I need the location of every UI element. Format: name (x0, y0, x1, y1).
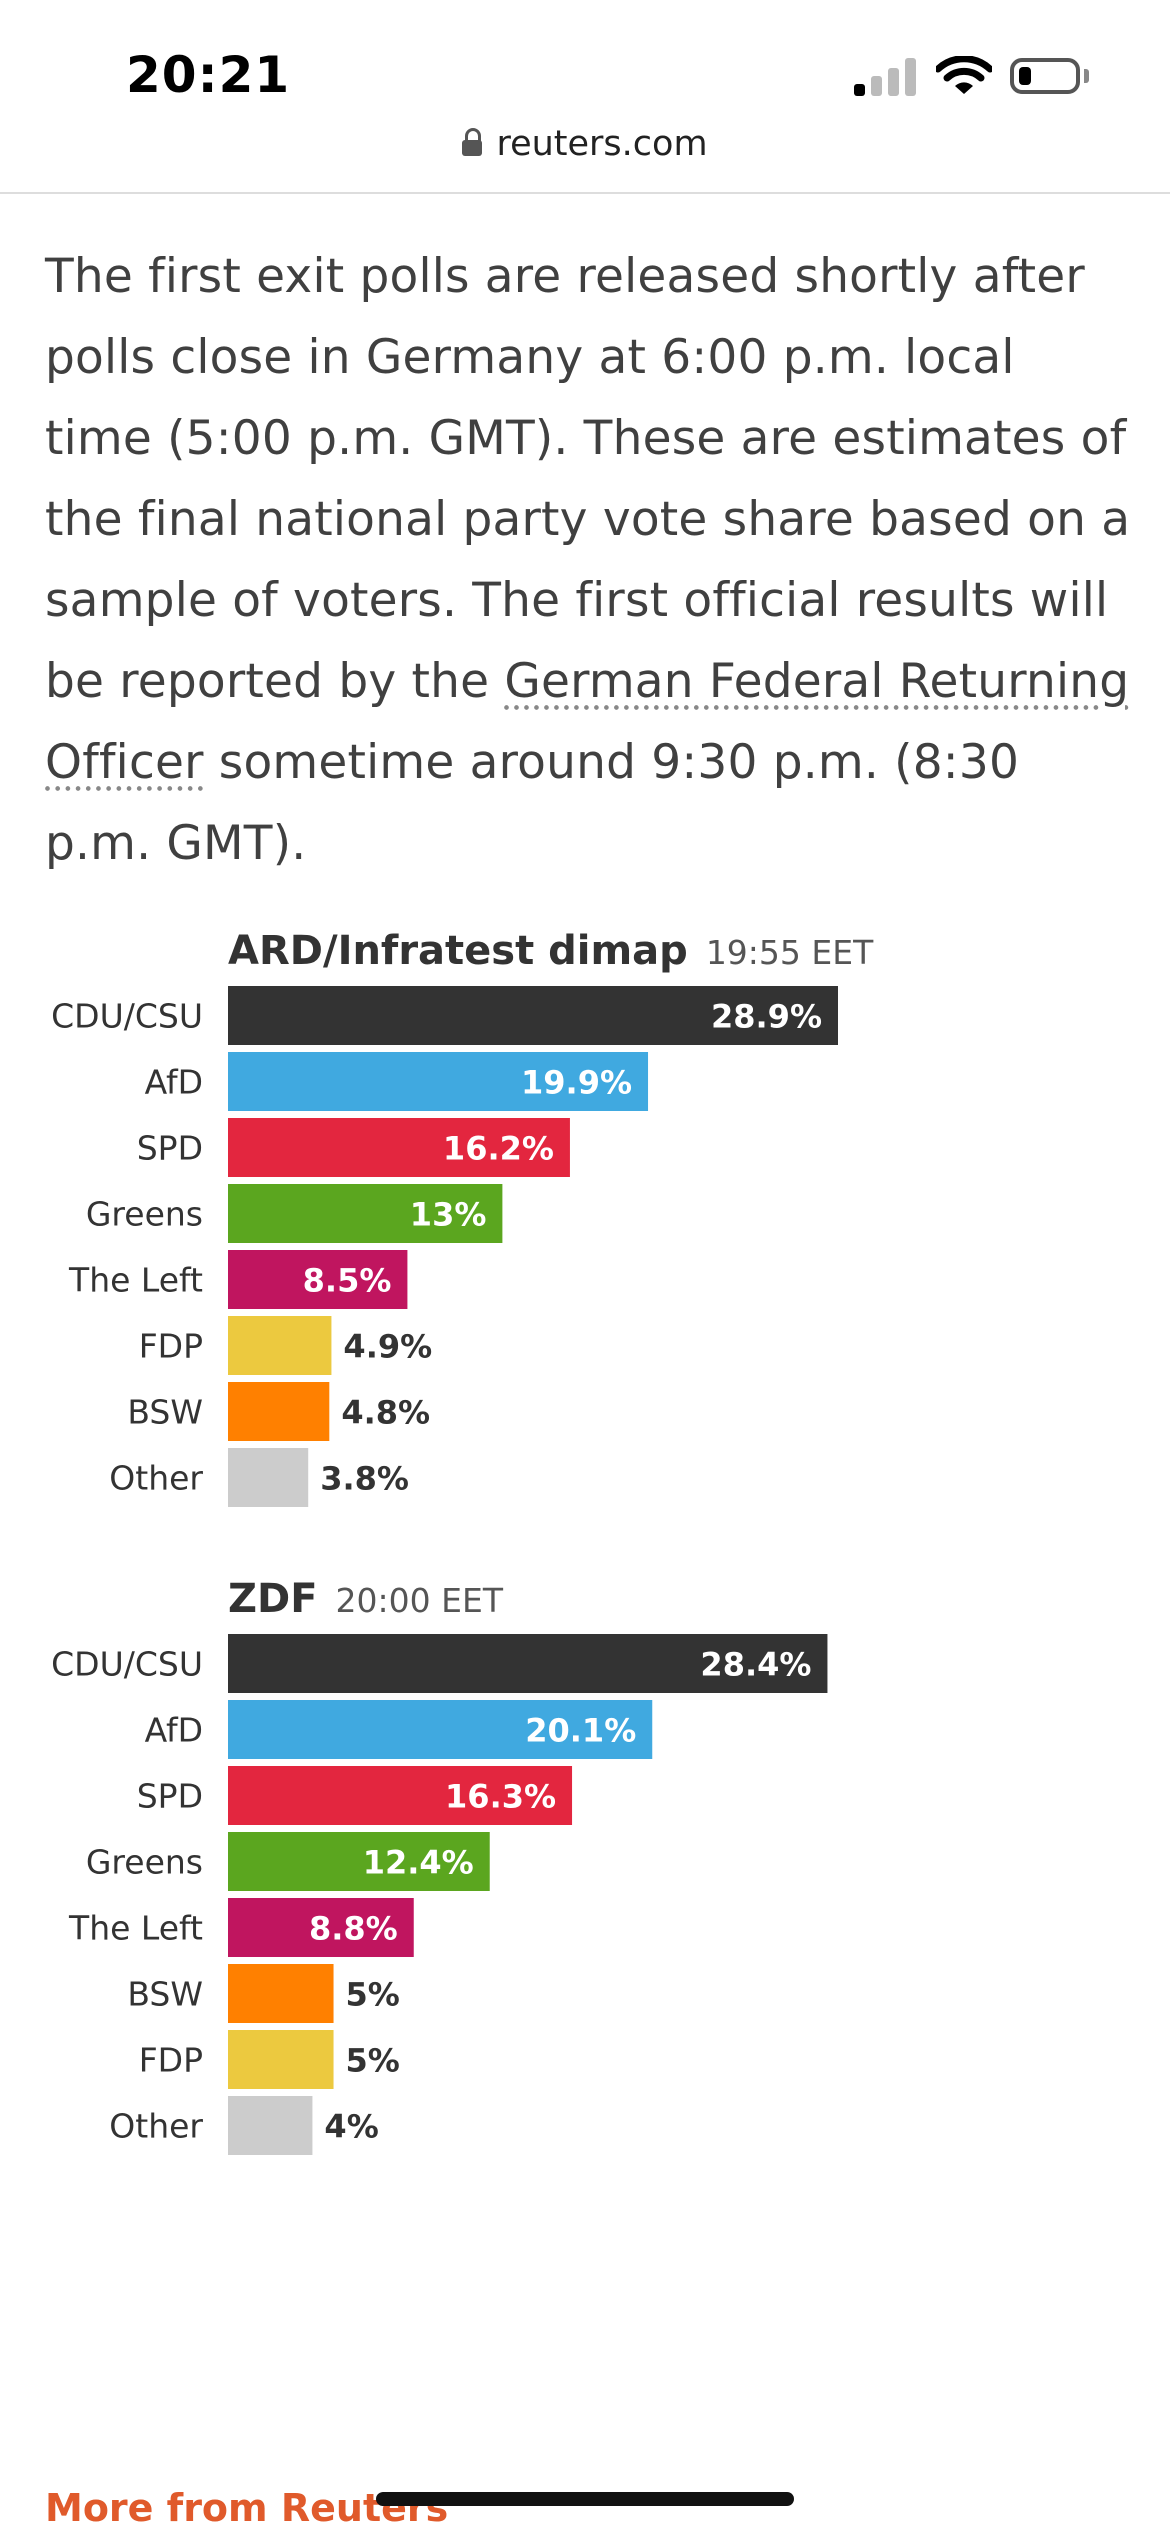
bar (228, 1898, 414, 1957)
value-label: 4% (324, 2108, 378, 2146)
value-label: 12.4% (363, 1844, 474, 1882)
chart-title: ARD/Infratest dimap (228, 928, 688, 974)
bar (228, 1766, 573, 1825)
category-label: AfD (145, 1711, 203, 1750)
bar (228, 2096, 313, 2155)
bar (228, 1832, 490, 1891)
category-label: SPD (137, 1777, 203, 1816)
cellular-signal-icon (854, 58, 916, 96)
wifi-icon (936, 56, 992, 94)
category-label: BSW (127, 1393, 203, 1432)
category-label: Other (109, 2107, 203, 2146)
intro-text-end: sometime around 9:30 p.m. (8:30 p.m. GMT… (45, 735, 1020, 871)
lock-icon (462, 128, 483, 156)
bar (228, 1052, 649, 1111)
category-label: FDP (139, 1327, 203, 1366)
url-text: reuters.com (496, 124, 708, 164)
chart-svg: ZDF 20:00 EET CDU/CSU 28.4% AfD 20.1% SPD 16.3%… (51, 1576, 828, 2155)
category-label: AfD (145, 1063, 203, 1102)
divider (0, 192, 1170, 194)
chart-svg: ARD/Infratest dimap 19:55 EET CDU/CSU 28.9%… (51, 928, 874, 1507)
bar (228, 1316, 332, 1375)
exit-poll-chart-ard: ARD/Infratest dimap 19:55 EET CDU/CSU 28.9%… (0, 920, 1170, 1520)
value-label: 16.2% (443, 1130, 554, 1168)
value-label: 5% (346, 2042, 400, 2080)
category-label: Greens (86, 1195, 203, 1234)
value-label: 3.8% (320, 1460, 409, 1498)
value-label: 13% (410, 1196, 487, 1234)
value-label: 28.4% (700, 1646, 811, 1684)
bar (228, 1634, 828, 1693)
battery-cap (1084, 69, 1089, 83)
category-label: CDU/CSU (51, 997, 203, 1036)
clock: 20:21 (126, 46, 291, 104)
bar (228, 986, 838, 1045)
value-label: 4.8% (341, 1394, 430, 1432)
value-label: 8.8% (309, 1910, 398, 1948)
value-label: 28.9% (711, 998, 822, 1036)
value-label: 4.9% (343, 1328, 432, 1366)
intro-text: The first exit polls are released shortl… (45, 249, 1131, 709)
bar (228, 1250, 408, 1309)
bar (228, 2030, 334, 2089)
category-label: Other (109, 1459, 203, 1498)
value-label: 20.1% (525, 1712, 636, 1750)
status-bar: 20:21 reuters.com (0, 0, 1170, 164)
category-label: SPD (137, 1129, 203, 1168)
category-label: BSW (127, 1975, 203, 2014)
returning-officer-link[interactable]: German Federal Returning Officer (45, 654, 1130, 790)
category-label: FDP (139, 2041, 203, 2080)
home-indicator[interactable] (376, 2492, 794, 2506)
category-label: The Left (68, 1261, 203, 1300)
chart-timestamp: 20:00 EET (336, 1581, 504, 1620)
chart-timestamp: 19:55 EET (706, 933, 874, 972)
bar (228, 1964, 334, 2023)
bar (228, 1382, 330, 1441)
category-label: CDU/CSU (51, 1645, 203, 1684)
value-label: 16.3% (445, 1778, 556, 1816)
value-label: 8.5% (303, 1262, 392, 1300)
chart-title: ZDF (228, 1576, 318, 1622)
value-label: 19.9% (521, 1064, 632, 1102)
exit-poll-chart-zdf: ZDF 20:00 EET CDU/CSU 28.4% AfD 20.1% SPD 16.3%… (0, 1568, 1170, 2168)
intro-paragraph: The first exit polls are released shortl… (45, 236, 1135, 884)
bar (228, 1184, 503, 1243)
value-label: 5% (346, 1976, 400, 2014)
battery-icon (1010, 58, 1080, 94)
address-bar[interactable]: reuters.com (0, 124, 1170, 164)
bar (228, 1118, 570, 1177)
bar (228, 1700, 653, 1759)
category-label: Greens (86, 1843, 203, 1882)
category-label: The Left (68, 1909, 203, 1948)
bar (228, 1448, 309, 1507)
